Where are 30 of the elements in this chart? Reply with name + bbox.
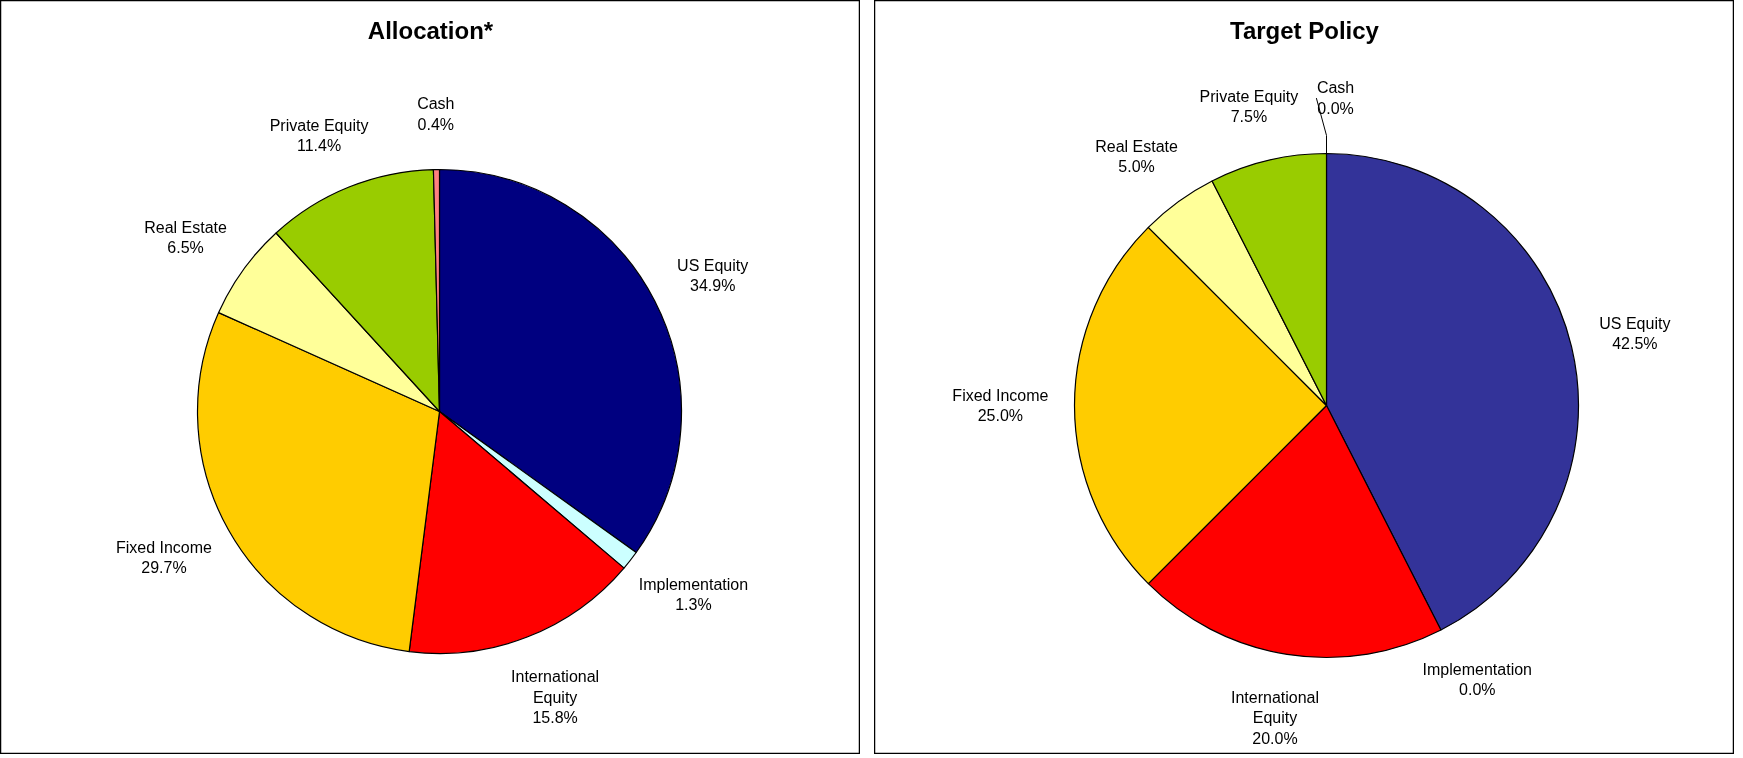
- data-label: 34.9%: [690, 277, 736, 295]
- data-label: 25.0%: [977, 407, 1024, 425]
- slice-label: Fixed Income: [952, 386, 1049, 404]
- slice-label: Cash: [417, 95, 455, 113]
- slice-label: Private Equity: [1199, 87, 1299, 105]
- data-label: 1.3%: [675, 596, 712, 614]
- data-label: 11.4%: [296, 137, 342, 155]
- chart-title: Allocation*: [367, 17, 494, 44]
- slice-label: Real Estate: [144, 218, 228, 236]
- slice-label: US Equity: [1599, 315, 1671, 332]
- slice-label: International Equity: [511, 668, 600, 706]
- slice-label: Private Equity: [269, 116, 369, 134]
- data-label: 6.5%: [167, 239, 204, 257]
- category-label: Cash: [1316, 79, 1355, 97]
- data-label: 7.5%: [1230, 108, 1268, 126]
- data-label: 42.5%: [1612, 335, 1658, 353]
- slice-label: US Equity: [677, 256, 749, 274]
- data-label: 20.0%: [1252, 729, 1298, 747]
- slice-label: Real Estate: [1095, 137, 1179, 155]
- data-label: 15.8%: [532, 708, 578, 726]
- data-label: 29.7%: [141, 559, 187, 576]
- category-label: Implementation: [1422, 660, 1532, 678]
- data-label: 0.4%: [417, 115, 455, 133]
- slice-label: International Equity: [1230, 689, 1320, 727]
- slice-label: Implementation: [638, 575, 749, 593]
- text: 0.0%: [1459, 681, 1496, 699]
- data-label: 5.0%: [1118, 158, 1155, 176]
- text: 0.0%: [1317, 99, 1354, 117]
- chart-title: Target Policy: [1230, 17, 1380, 44]
- slice-label: Fixed Income: [115, 538, 213, 556]
